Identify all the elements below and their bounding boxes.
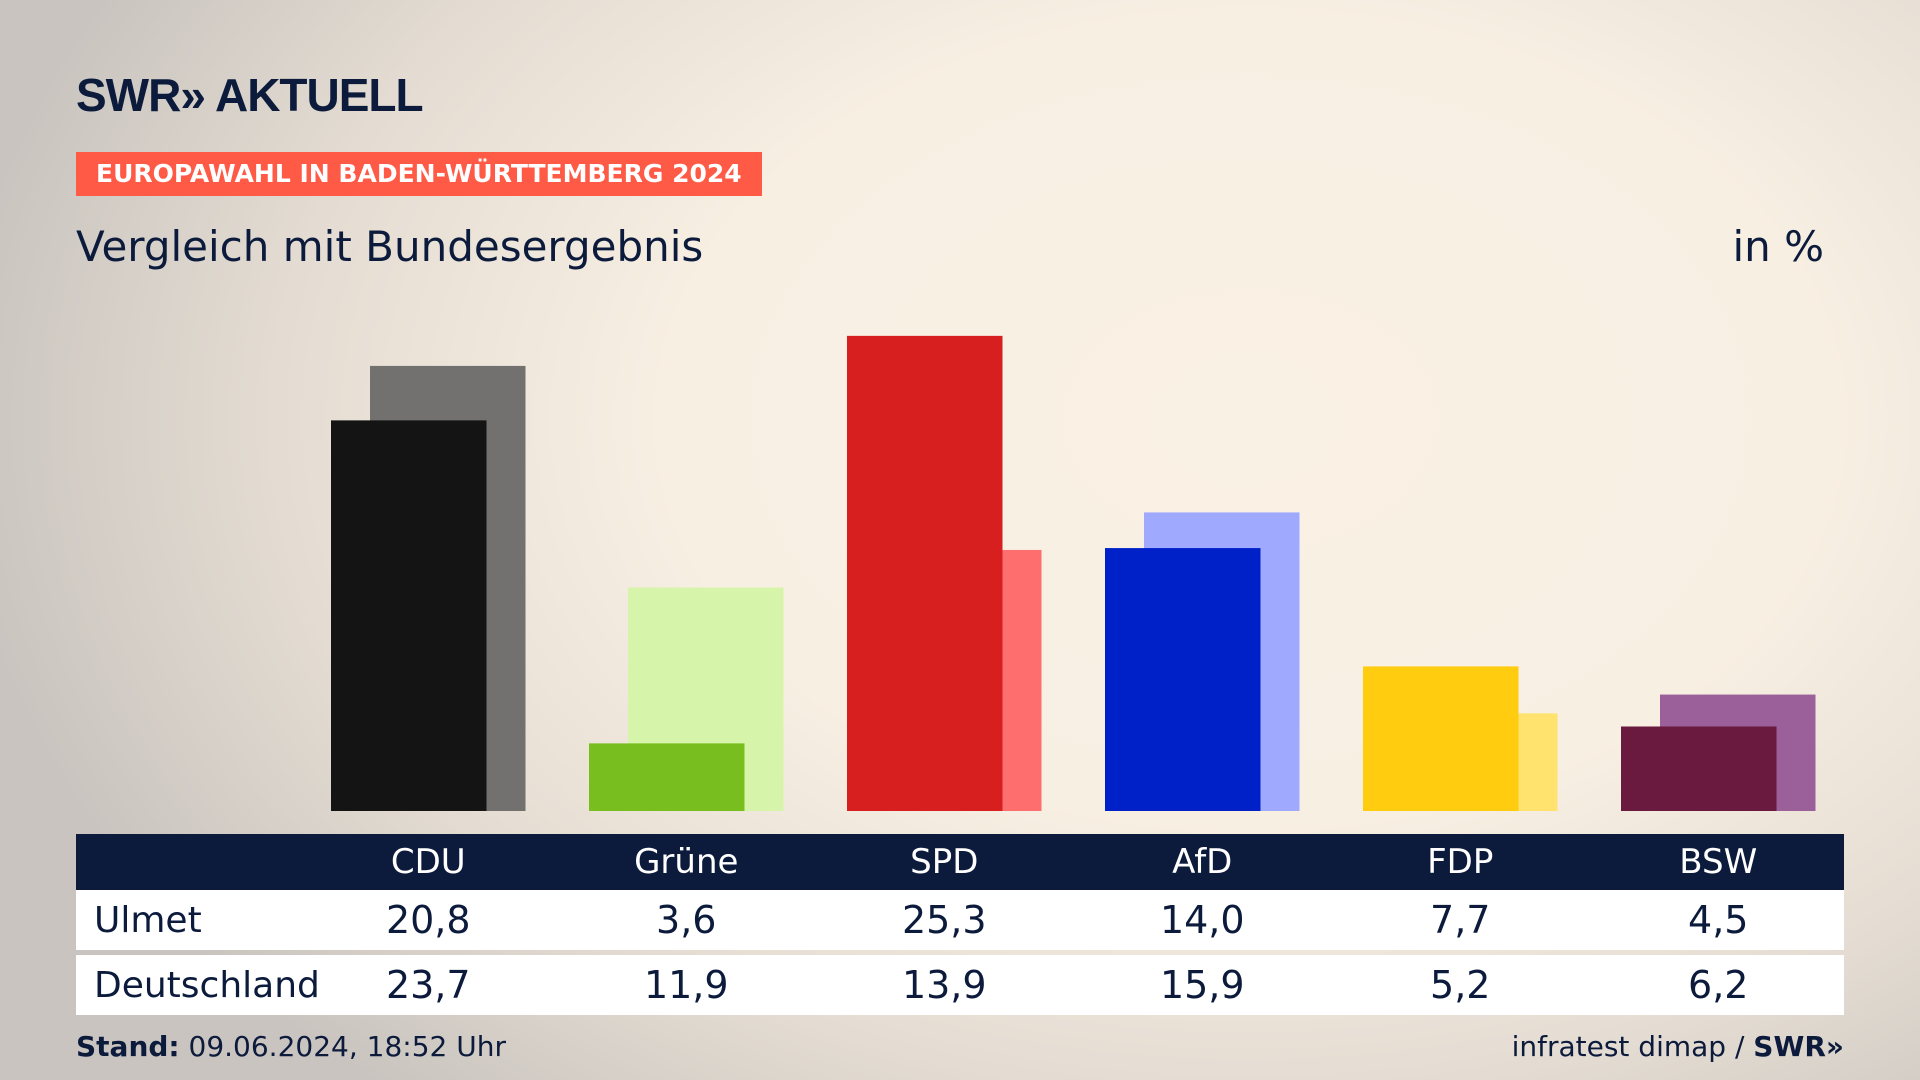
bar-spd-ulmet — [847, 335, 1003, 811]
source-text: infratest dimap / — [1511, 1030, 1754, 1063]
chart-title: Vergleich mit Bundesergebnis — [76, 222, 704, 271]
value-cell: 14,0 — [1159, 898, 1245, 942]
value-cell: 15,9 — [1159, 963, 1245, 1007]
swr-brand: SWR» — [1753, 1030, 1844, 1063]
row-label: Ulmet — [94, 899, 202, 941]
column-header: SPD — [910, 842, 979, 882]
value-cell: 13,9 — [901, 963, 987, 1007]
value-cell: 25,3 — [901, 898, 987, 942]
bar-cdu-ulmet — [331, 420, 487, 811]
column-header: FDP — [1427, 842, 1494, 882]
bar-bsw-ulmet — [1621, 726, 1777, 811]
value-cell: 3,6 — [656, 898, 717, 942]
stand-label: Stand: — [76, 1030, 180, 1063]
value-cell: 7,7 — [1430, 898, 1491, 942]
column-header: CDU — [390, 842, 466, 882]
value-cell: 20,8 — [385, 898, 471, 942]
table-row: Deutschland 23,7 11,9 13,9 15,9 5,2 6,2 — [76, 955, 1844, 1015]
timestamp: Stand: 09.06.2024, 18:52 Uhr — [76, 1030, 506, 1063]
results-table: CDU Grüne SPD AfD FDP BSW Ulmet 20,8 3,6 25,3 14,… — [76, 834, 1844, 1020]
swr-aktuell-logo: SWR» AKTUELL — [76, 69, 424, 121]
value-cell: 11,9 — [643, 963, 729, 1007]
value-cell: 4,5 — [1688, 898, 1749, 942]
source: infratest dimap / SWR» — [1512, 1030, 1844, 1063]
bar-afd-ulmet — [1105, 548, 1261, 811]
bar-fdp-ulmet — [1363, 666, 1519, 811]
row-label: Deutschland — [94, 964, 320, 1006]
column-header: AfD — [1172, 842, 1233, 882]
value-cell: 23,7 — [385, 963, 471, 1007]
column-header: BSW — [1679, 842, 1758, 882]
unit-label: in % — [1732, 222, 1824, 271]
table-header: CDU Grüne SPD AfD FDP BSW — [76, 834, 1844, 890]
value-cell: 6,2 — [1688, 963, 1749, 1007]
table-row: Ulmet 20,8 3,6 25,3 14,0 7,7 4,5 — [76, 890, 1844, 950]
stand-value: 09.06.2024, 18:52 Uhr — [179, 1030, 506, 1063]
column-header: Grüne — [634, 842, 739, 882]
value-cell: 5,2 — [1430, 963, 1491, 1007]
bar-grüne-ulmet — [589, 743, 745, 811]
election-badge: EUROPAWAHL IN BADEN-WÜRTTEMBERG 2024 — [76, 152, 762, 196]
